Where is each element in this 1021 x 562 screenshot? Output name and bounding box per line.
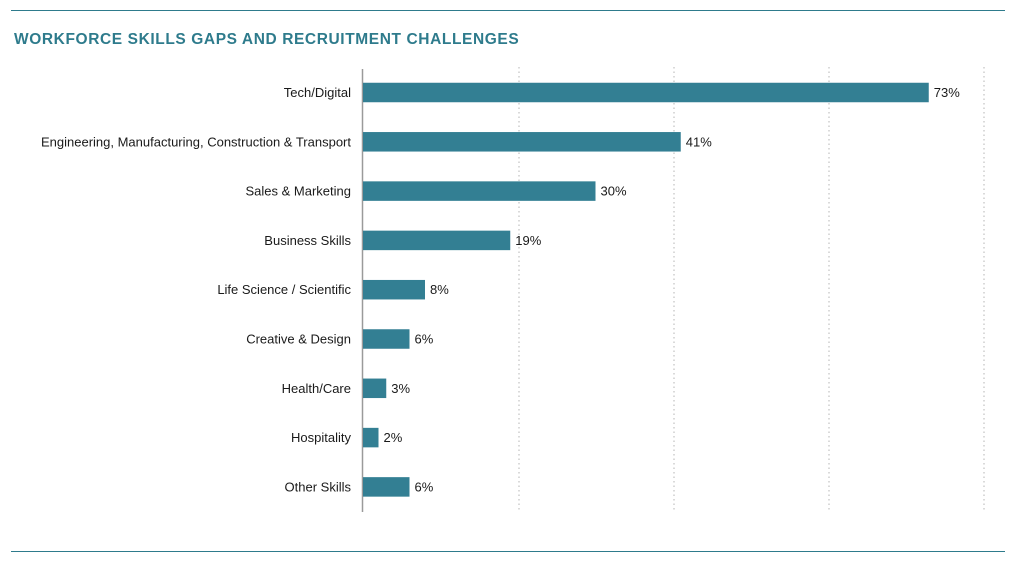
bar <box>363 329 410 349</box>
value-label: 8% <box>430 282 449 297</box>
chart-title: WORKFORCE SKILLS GAPS AND RECRUITMENT CH… <box>14 31 520 48</box>
bar <box>363 279 425 300</box>
bar <box>363 82 929 103</box>
value-label: 6% <box>415 479 434 494</box>
category-label: Hospitality <box>291 430 351 445</box>
bars <box>363 82 929 497</box>
bar <box>363 378 387 399</box>
category-label: Other Skills <box>285 479 352 494</box>
category-label: Engineering, Manufacturing, Construction… <box>41 134 351 149</box>
value-label: 73% <box>934 85 960 100</box>
value-label: 19% <box>515 233 541 248</box>
top-rule <box>11 10 1005 11</box>
value-labels: 73% 41% 30% 19% 8% 6% 3% 2% 6% <box>384 85 961 494</box>
value-label: 2% <box>384 430 403 445</box>
bottom-rule <box>11 551 1005 552</box>
value-label: 30% <box>601 184 627 199</box>
category-labels: Tech/Digital Engineering, Manufacturing, … <box>41 85 352 494</box>
bar <box>363 427 379 448</box>
bar <box>363 230 511 251</box>
bar <box>363 181 596 201</box>
bar <box>363 477 410 497</box>
category-label: Sales & Marketing <box>246 184 352 199</box>
value-label: 3% <box>391 381 410 396</box>
bar <box>363 132 681 152</box>
category-label: Life Science / Scientific <box>217 282 351 297</box>
category-label: Health/Care <box>282 381 351 396</box>
category-label: Creative & Design <box>246 332 351 347</box>
value-label: 6% <box>415 332 434 347</box>
category-label: Tech/Digital <box>284 85 351 100</box>
value-label: 41% <box>686 134 712 149</box>
category-label: Business Skills <box>264 233 351 248</box>
